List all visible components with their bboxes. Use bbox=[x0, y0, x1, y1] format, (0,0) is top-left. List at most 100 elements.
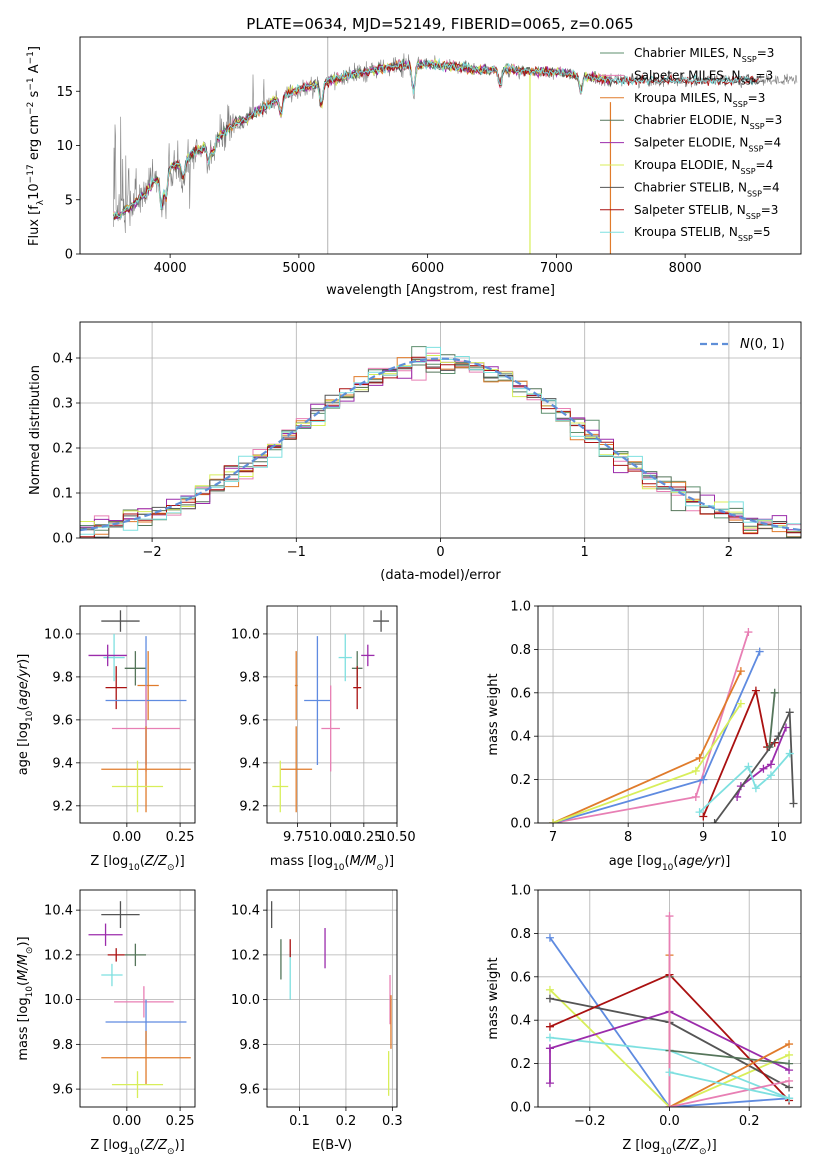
weight-marker-kroupa_elodie bbox=[549, 819, 558, 823]
y-tick-label: 0.8 bbox=[510, 927, 531, 942]
weight-marker-blue bbox=[699, 775, 708, 784]
chart-weight_vs_age: 7 8 9 10 0.0 0.2 0.4 0.6 0.8 1.0 age [log10(age/yr… bbox=[486, 600, 802, 873]
y-tick-label: 9.8 bbox=[52, 670, 73, 685]
y-tick-label: 10 bbox=[56, 139, 73, 154]
x-tick-label: 10.25 bbox=[345, 830, 382, 845]
legend-label: Kroupa ELODIE, NSSP=4 bbox=[634, 158, 773, 176]
legend: Chabrier MILES, NSSP=3 Salpeter MILES, NS… bbox=[600, 46, 782, 243]
weight-marker-kroupa_stelib bbox=[665, 1068, 674, 1077]
x-tick-label: 9.75 bbox=[283, 830, 312, 845]
y-tick-label: 0 bbox=[65, 248, 73, 263]
weight-marker-salpeter_elodie bbox=[545, 1079, 554, 1088]
x-axis-label: (data-model)/error bbox=[380, 568, 501, 583]
y-tick-label: 5 bbox=[65, 193, 73, 208]
weight-marker-chabrier_stelib bbox=[774, 732, 783, 741]
weight-line-kroupa_elodie bbox=[549, 989, 790, 1107]
y-tick-label: 0.3 bbox=[52, 397, 73, 412]
chart-mass_vs_Z: 0.00 0.25 9.6 9.8 10.0 10.2 10.4 Z [log10(Z/Z⊙)… bbox=[16, 889, 196, 1157]
weight-marker-kroupa_stelib bbox=[751, 784, 760, 793]
y-tick-label: 10.0 bbox=[231, 993, 260, 1008]
x-tick-label: 0.0 bbox=[659, 1114, 680, 1129]
x-tick-label: −0.2 bbox=[574, 1114, 606, 1129]
axes-frame bbox=[266, 889, 398, 1108]
y-tick-label: 10.0 bbox=[44, 993, 73, 1008]
y-tick-label: 0.2 bbox=[510, 1057, 531, 1072]
plot-area bbox=[549, 628, 798, 823]
histogram-salpeter_stelib bbox=[80, 356, 801, 538]
legend-label: Kroupa MILES, NSSP=3 bbox=[634, 91, 765, 109]
legend-label: N(0, 1) bbox=[740, 337, 785, 352]
weight-marker-kroupa_elodie bbox=[691, 766, 700, 775]
weight-line-kroupa_stelib bbox=[669, 1071, 790, 1100]
weight-line-blue bbox=[552, 651, 761, 823]
y-axis-label: mass weight bbox=[486, 673, 501, 755]
weight-marker-salpeter_stelib bbox=[545, 1022, 554, 1031]
weight-marker-kroupa_stelib bbox=[785, 1094, 794, 1103]
x-axis-label: E(B-V) bbox=[312, 1138, 352, 1153]
model-line-kroupa_stelib bbox=[113, 57, 754, 219]
weight-line-chabrier_elodie bbox=[768, 692, 776, 748]
chart-mass_vs_ebv: 0.1 0.2 0.3 9.6 9.8 10.0 10.2 10.4 E(B-V) bbox=[231, 889, 403, 1153]
axes-frame bbox=[79, 889, 196, 1108]
axes-frame bbox=[266, 605, 398, 824]
weight-marker-kroupa_stelib bbox=[766, 771, 775, 780]
y-tick-label: 9.4 bbox=[52, 756, 73, 771]
weight-marker-salpeter_elodie bbox=[759, 764, 768, 773]
weight-marker-blue bbox=[755, 647, 764, 656]
x-tick-label: 0.00 bbox=[112, 1114, 141, 1129]
y-axis-label: Normed distribution bbox=[28, 365, 43, 495]
x-tick-label: 4000 bbox=[154, 261, 187, 276]
y-tick-label: 9.6 bbox=[239, 1083, 260, 1098]
weight-marker-kroupa_stelib bbox=[744, 762, 753, 771]
chart-age_vs_Z: 0.00 0.25 9.2 9.4 9.6 9.8 10.0 Z [log10(Z/Z⊙)] a… bbox=[16, 605, 196, 873]
y-tick-label: 0.0 bbox=[510, 1101, 531, 1116]
weight-line-chabrier_stelib bbox=[713, 711, 795, 823]
weight-marker-salpeter_miles bbox=[744, 628, 753, 637]
x-tick-label: 2 bbox=[725, 545, 733, 560]
y-tick-label: 9.2 bbox=[239, 799, 260, 814]
weight-marker-kroupa_elodie bbox=[736, 699, 745, 708]
x-tick-label: 5000 bbox=[282, 261, 315, 276]
plot-area bbox=[272, 610, 390, 813]
x-tick-label: 0.2 bbox=[336, 1114, 357, 1129]
weight-line-blue bbox=[549, 937, 790, 1107]
weight-marker-kroupa_stelib bbox=[545, 1033, 554, 1042]
x-tick-label: 0.1 bbox=[289, 1114, 310, 1129]
y-tick-label: 0.4 bbox=[510, 730, 531, 745]
x-tick-label: 1 bbox=[581, 545, 589, 560]
x-axis-label: wavelength [Angstrom, rest frame] bbox=[326, 283, 555, 298]
axes-frame bbox=[79, 36, 802, 255]
y-tick-label: 9.8 bbox=[239, 1038, 260, 1053]
weight-marker-chabrier_stelib bbox=[789, 799, 798, 808]
weight-marker-chabrier_stelib bbox=[545, 994, 554, 1003]
y-tick-label: 9.6 bbox=[52, 1083, 73, 1098]
x-tick-label: 9 bbox=[699, 830, 707, 845]
legend-label: Chabrier STELIB, NSSP=4 bbox=[634, 180, 780, 198]
x-tick-label: 0.2 bbox=[739, 1114, 760, 1129]
weight-marker-salpeter_stelib bbox=[751, 686, 760, 695]
y-axis-label: Flux [fλ10−17 erg cm−2 s−1 A−1] bbox=[26, 46, 46, 246]
y-tick-label: 15 bbox=[56, 85, 73, 100]
y-tick-label: 1.0 bbox=[510, 600, 531, 615]
y-tick-label: 9.4 bbox=[239, 756, 260, 771]
y-tick-label: 0.6 bbox=[510, 970, 531, 985]
x-axis-label: Z [log10(Z/Z⊙)] bbox=[622, 1138, 716, 1157]
weight-marker-salpeter_elodie bbox=[545, 1044, 554, 1053]
x-tick-label: 8000 bbox=[669, 261, 702, 276]
legend-label: Salpeter ELODIE, NSSP=4 bbox=[634, 136, 781, 154]
y-tick-label: 0.6 bbox=[510, 686, 531, 701]
model-line-salpeter_stelib bbox=[113, 60, 759, 220]
weight-marker-kroupa_elodie bbox=[785, 1050, 794, 1059]
weight-marker-kroupa_miles bbox=[785, 1040, 794, 1049]
model-line-chabrier_elodie bbox=[113, 58, 611, 220]
y-tick-label: 1.0 bbox=[510, 884, 531, 899]
x-tick-label: 6000 bbox=[411, 261, 444, 276]
axes-frame bbox=[537, 605, 802, 824]
x-tick-label: 0.25 bbox=[166, 1114, 195, 1129]
weight-marker-chabrier_stelib bbox=[785, 708, 794, 717]
y-tick-label: 0.2 bbox=[52, 442, 73, 457]
x-tick-label: 10 bbox=[770, 830, 787, 845]
plot-area bbox=[113, 37, 798, 254]
x-axis-label: Z [log10(Z/Z⊙)] bbox=[90, 854, 184, 873]
legend-label: Salpeter MILES, NSSP=3 bbox=[634, 68, 773, 86]
